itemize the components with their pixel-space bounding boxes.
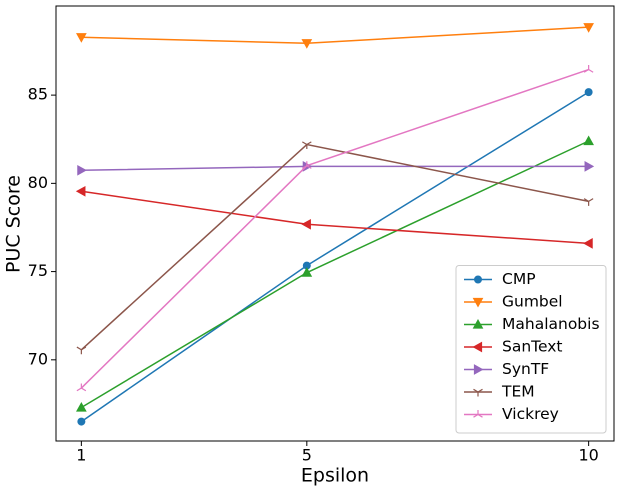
y-tick-label: 70 [28, 349, 48, 368]
series-line [81, 190, 589, 245]
point [584, 88, 593, 97]
legend-label: SynTF [502, 360, 549, 378]
point [584, 161, 595, 172]
legend-marker [473, 364, 484, 375]
legend-label: Mahalanobis [502, 315, 600, 333]
point [583, 198, 594, 206]
legend-marker [474, 275, 482, 284]
point [302, 141, 312, 150]
legend-label: Gumbel [502, 293, 563, 311]
point [77, 164, 87, 176]
point [76, 346, 87, 355]
x-axis-label: Epsilon [301, 465, 369, 487]
point [583, 135, 594, 146]
point [75, 185, 86, 197]
point [583, 65, 594, 73]
point [583, 23, 594, 33]
point [77, 417, 86, 426]
x-tick-label: 1 [76, 446, 86, 465]
point [76, 401, 87, 412]
legend-marker [472, 341, 483, 353]
legend-box [455, 265, 607, 434]
point [301, 218, 311, 230]
plot-frame [55, 5, 615, 442]
point [583, 238, 593, 249]
y-tick-label: 75 [28, 261, 48, 280]
series-line [81, 165, 589, 172]
point [76, 383, 87, 392]
y-axis-label: PUC Score [3, 175, 25, 273]
y-tick-label: 80 [28, 173, 48, 192]
legend-marker [472, 297, 484, 308]
point [301, 39, 313, 49]
legend-label: CMP [502, 270, 536, 288]
point [302, 161, 312, 169]
legend-marker [473, 388, 483, 397]
legend-label: Vickrey [502, 405, 559, 423]
point [76, 33, 87, 43]
x-tick-label: 5 [302, 446, 312, 465]
y-tick-label: 85 [28, 85, 48, 104]
legend-label: TEM [501, 383, 535, 401]
series-line [81, 26, 589, 44]
point [301, 267, 313, 277]
legend-label: SanText [502, 338, 563, 356]
x-tick-label: 10 [578, 446, 598, 465]
legend-marker [473, 410, 483, 418]
legend-marker [472, 318, 484, 329]
